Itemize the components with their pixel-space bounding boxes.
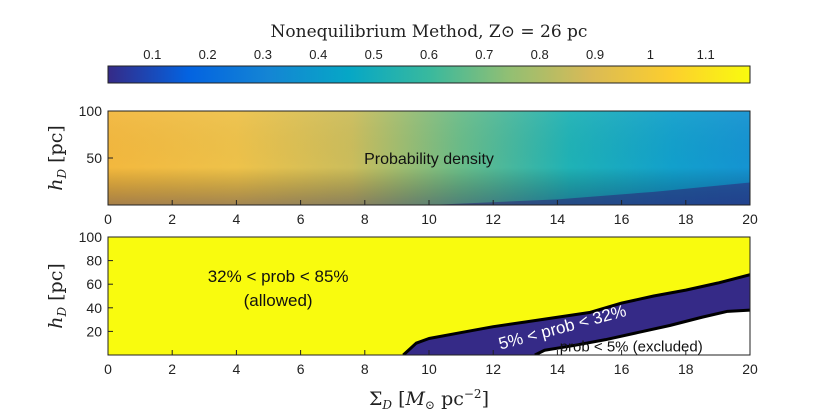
y-tick-label: 100 (79, 103, 103, 119)
x-tick-label: 14 (550, 361, 566, 377)
heatmap-annotation: Probability density (364, 151, 494, 168)
y-tick-label: 20 (86, 323, 102, 339)
colorbar-tick-label: 0.5 (365, 47, 383, 62)
contour-5-percent (534, 308, 750, 355)
colorbar-tick-label: 0.7 (475, 47, 493, 62)
regions-x-ticks: 0 2 4 6 8 10 12 14 16 18 20 (104, 350, 758, 377)
x-tick-label: 6 (297, 361, 305, 377)
x-tick-label: 8 (361, 361, 369, 377)
colorbar-tick-label: 1 (647, 47, 654, 62)
y-tick-label: 40 (86, 300, 102, 316)
colorbar-tick-label: 0.6 (420, 47, 438, 62)
allowed-label-line2: (allowed) (244, 291, 313, 310)
heatmap-y-label: hD [pc] (45, 125, 69, 191)
colorbar-tick-label: 0.4 (309, 47, 327, 62)
x-tick-label: 8 (361, 211, 369, 227)
x-tick-label: 2 (168, 361, 176, 377)
x-tick-label: 4 (233, 211, 241, 227)
colorbar: 0.1 0.2 0.3 0.4 0.5 0.6 0.7 0.8 0.9 1 1.1 (107, 47, 751, 84)
regions-panel: 32% < prob < 85% (allowed) 5% < prob < 3… (45, 229, 758, 412)
x-tick-label: 20 (742, 361, 758, 377)
heatmap-x-ticks: 0 2 4 6 8 10 12 14 16 18 20 (104, 200, 758, 227)
colorbar-tick-label: 0.9 (586, 47, 604, 62)
colorbar-tick-label: 0.8 (531, 47, 549, 62)
x-tick-label: 16 (614, 361, 630, 377)
heatmap-shading (108, 111, 750, 205)
figure-title: Nonequilibrium Method, Z⊙ = 26 pc (271, 22, 588, 42)
y-tick-label: 100 (79, 229, 103, 245)
colorbar-tick-label: 0.3 (254, 47, 272, 62)
allowed-label-line1: 32% < prob < 85% (208, 267, 349, 286)
x-tick-label: 20 (742, 211, 758, 227)
colorbar-tick-labels: 0.1 0.2 0.3 0.4 0.5 0.6 0.7 0.8 0.9 1 1.1 (143, 47, 715, 70)
x-tick-label: 4 (233, 361, 241, 377)
x-tick-label: 18 (678, 211, 694, 227)
y-tick-label: 50 (86, 150, 102, 166)
x-tick-label: 10 (421, 211, 437, 227)
contour-32-percent (402, 273, 750, 355)
regions-y-ticks: 20 40 60 80 100 (79, 229, 113, 339)
x-tick-label: 10 (421, 361, 437, 377)
heatmap-panel: Probability density 50 100 0 2 4 6 8 10 12 14 16 1… (45, 103, 758, 227)
x-tick-label: 0 (104, 361, 112, 377)
x-tick-label: 6 (297, 211, 305, 227)
excluded-label: prob < 5% (excluded) (560, 339, 703, 356)
y-tick-label: 80 (86, 253, 102, 269)
x-axis-label: ΣD [M⊙ pc−2] (369, 387, 489, 412)
colorbar-tick-label: 1.1 (697, 47, 715, 62)
x-tick-label: 14 (550, 211, 566, 227)
x-tick-label: 12 (485, 361, 501, 377)
x-tick-label: 12 (485, 211, 501, 227)
x-tick-label: 16 (614, 211, 630, 227)
x-tick-label: 18 (678, 361, 694, 377)
x-tick-label: 0 (104, 211, 112, 227)
x-tick-label: 2 (168, 211, 176, 227)
regions-y-label: hD [pc] (45, 263, 69, 329)
y-tick-label: 60 (86, 276, 102, 292)
heatmap-y-ticks: 50 100 (79, 103, 113, 166)
colorbar-bar (107, 65, 751, 84)
colorbar-tick-label: 0.1 (143, 47, 161, 62)
colorbar-tick-label: 0.2 (199, 47, 217, 62)
